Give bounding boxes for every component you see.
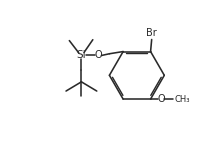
Text: Si: Si — [77, 51, 86, 60]
Text: CH₃: CH₃ — [175, 95, 191, 104]
Text: O: O — [157, 94, 165, 104]
Text: O: O — [95, 51, 102, 60]
Text: Br: Br — [146, 28, 157, 38]
